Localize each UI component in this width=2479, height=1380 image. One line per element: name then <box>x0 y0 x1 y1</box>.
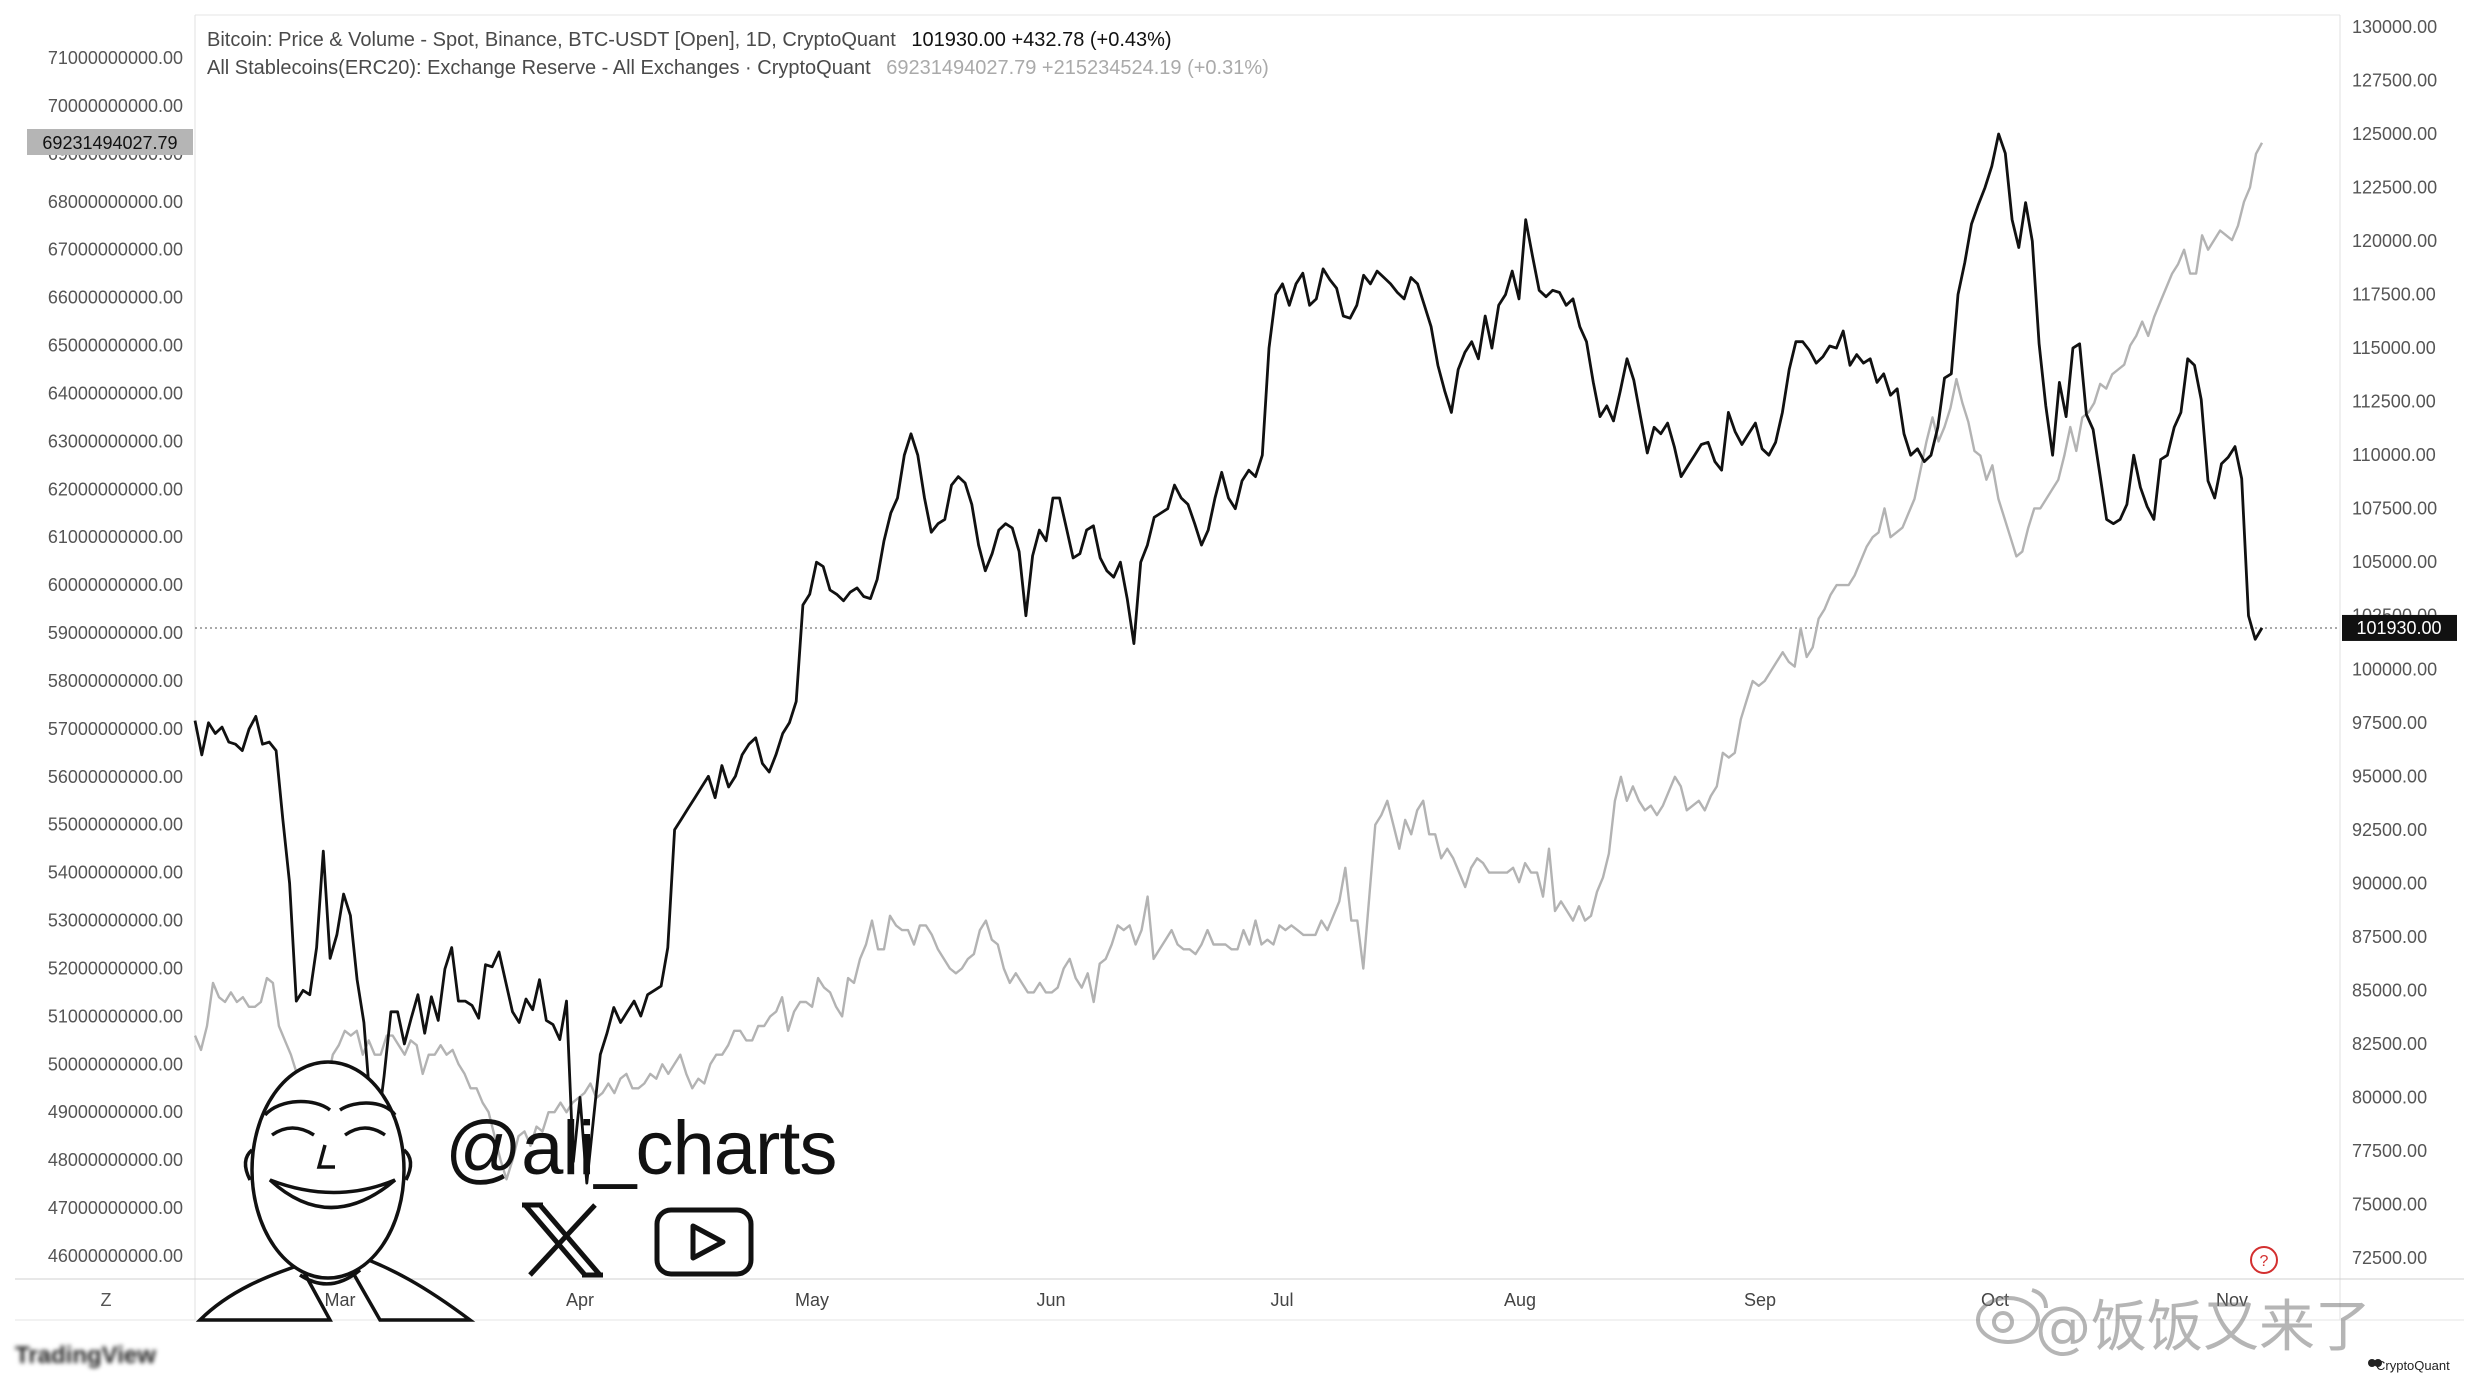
youtube-icon <box>654 1207 754 1277</box>
right-axis-tick-label: 77500.00 <box>2352 1141 2427 1161</box>
right-axis-tick-label: 82500.00 <box>2352 1034 2427 1054</box>
right-axis-tick-label: 87500.00 <box>2352 927 2427 947</box>
right-axis-tick-label: 122500.00 <box>2352 178 2437 198</box>
left-axis-tick-label: 52000000000.00 <box>48 958 183 978</box>
right-axis-tick-label: 90000.00 <box>2352 873 2427 893</box>
right-axis-tick-label: 115000.00 <box>2352 338 2436 358</box>
left-axis-tick-label: 55000000000.00 <box>48 815 183 835</box>
time-axis-tick-label: Mar <box>325 1290 356 1310</box>
right-axis-tick-label: 125000.00 <box>2352 124 2437 144</box>
left-axis-tick-label: 46000000000.00 <box>48 1246 183 1266</box>
right-axis-tick-label: 85000.00 <box>2352 980 2427 1000</box>
right-axis-tick-label: 120000.00 <box>2352 231 2437 251</box>
left-axis-tick-label: 58000000000.00 <box>48 671 183 691</box>
legend-stablecoin-values: 69231494027.79 +215234524.19 (+0.31%) <box>886 57 1269 79</box>
cryptoquant-logo-icon <box>2368 1359 2382 1367</box>
left-axis-tick-label: 49000000000.00 <box>48 1102 183 1122</box>
left-axis-tick-label: 64000000000.00 <box>48 383 183 403</box>
left-axis-tick-label: 70000000000.00 <box>48 96 183 116</box>
help-icon-glyph[interactable]: ? <box>2260 1253 2269 1270</box>
left-axis-tick-label: 62000000000.00 <box>48 479 183 499</box>
weibo-logo-icon <box>1976 1288 2048 1344</box>
right-axis-tick-label: 127500.00 <box>2352 71 2437 91</box>
time-axis-tick-label: Sep <box>1744 1290 1776 1310</box>
author-handle: @ali_charts <box>445 1106 837 1191</box>
right-axis-tick-label: 72500.00 <box>2352 1248 2427 1268</box>
cryptoquant-brand: CryptoQuant <box>2376 1358 2450 1373</box>
time-axis-tick-label: Jun <box>1036 1290 1065 1310</box>
right-badge-text: 101930.00 <box>2356 618 2441 638</box>
legend-btc-values: 101930.00 +432.78 (+0.43%) <box>911 29 1172 51</box>
right-axis-tick-label: 110000.00 <box>2352 445 2436 465</box>
time-axis-tick-label: Aug <box>1504 1290 1536 1310</box>
left-axis-tick-label: 71000000000.00 <box>48 48 183 68</box>
left-axis-tick-label: 68000000000.00 <box>48 192 183 212</box>
right-axis-tick-label: 100000.00 <box>2352 659 2437 679</box>
right-axis-tick-label: 95000.00 <box>2352 766 2427 786</box>
time-axis-tick-label: Apr <box>566 1290 594 1310</box>
right-axis-tick-label: 80000.00 <box>2352 1087 2427 1107</box>
left-axis-tick-label: 61000000000.00 <box>48 527 183 547</box>
right-axis-tick-label: 92500.00 <box>2352 820 2427 840</box>
left-badge-text: 69231494027.79 <box>42 133 177 153</box>
left-axis-tick-label: 54000000000.00 <box>48 863 183 883</box>
zoom-button-label[interactable]: Z <box>101 1290 112 1310</box>
left-axis: 71000000000.0070000000000.0069000000000.… <box>48 48 183 1266</box>
left-axis-tick-label: 59000000000.00 <box>48 623 183 643</box>
left-axis-tick-label: 66000000000.00 <box>48 288 183 308</box>
left-value-badge: 69231494027.79 <box>27 129 193 155</box>
right-axis-tick-label: 130000.00 <box>2352 17 2437 37</box>
right-axis: 130000.00 127500.00 125000.00 122500.00 1200… <box>2352 17 2437 1268</box>
left-axis-tick-label: 57000000000.00 <box>48 719 183 739</box>
left-axis-tick-label: 65000000000.00 <box>48 336 183 356</box>
avatar-illustration <box>195 1060 476 1322</box>
legend-btc-label: Bitcoin: Price & Volume - Spot, Binance,… <box>207 29 896 51</box>
weibo-watermark: @饭饭又来了 <box>2035 1295 2371 1360</box>
zoom-button[interactable]: Z <box>101 1290 112 1310</box>
right-axis-tick-label: 75000.00 <box>2352 1194 2427 1214</box>
time-axis-tick-label: Nov <box>2216 1290 2248 1310</box>
left-axis-tick-label: 47000000000.00 <box>48 1198 183 1218</box>
legend-row-stablecoin: All Stablecoins(ERC20): Exchange Reserve… <box>207 54 1269 82</box>
right-value-badge: 101930.00 <box>2342 614 2457 641</box>
left-axis-tick-label: 60000000000.00 <box>48 575 183 595</box>
right-axis-tick-label: 117500.00 <box>2352 285 2436 305</box>
tradingview-brand: TradingView <box>15 1342 156 1369</box>
time-axis-tick-label: Jul <box>1270 1290 1293 1310</box>
x-logo-icon <box>522 1202 603 1278</box>
right-axis-tick-label: 97500.00 <box>2352 713 2427 733</box>
right-axis-tick-label: 105000.00 <box>2352 552 2437 572</box>
legend-row-btc: Bitcoin: Price & Volume - Spot, Binance,… <box>207 26 1269 54</box>
left-axis-tick-label: 51000000000.00 <box>48 1006 183 1026</box>
left-axis-tick-label: 67000000000.00 <box>48 240 183 260</box>
left-axis-tick-label: 56000000000.00 <box>48 767 183 787</box>
time-axis-tick-label: May <box>795 1290 829 1310</box>
left-axis-tick-label: 50000000000.00 <box>48 1054 183 1074</box>
left-axis-tick-label: 48000000000.00 <box>48 1150 183 1170</box>
help-icon[interactable]: ? <box>2250 1246 2278 1274</box>
right-axis-tick-label: 107500.00 <box>2352 499 2437 519</box>
legend-stablecoin-label: All Stablecoins(ERC20): Exchange Reserve… <box>207 57 871 79</box>
series-line-btc-price <box>193 132 2264 1185</box>
left-axis-tick-label: 53000000000.00 <box>48 911 183 931</box>
right-axis-tick-label: 112500.00 <box>2352 392 2436 412</box>
series-line-stablecoin-reserve <box>193 142 2264 1181</box>
left-axis-tick-label: 63000000000.00 <box>48 431 183 451</box>
chart-legend: Bitcoin: Price & Volume - Spot, Binance,… <box>207 26 1269 82</box>
